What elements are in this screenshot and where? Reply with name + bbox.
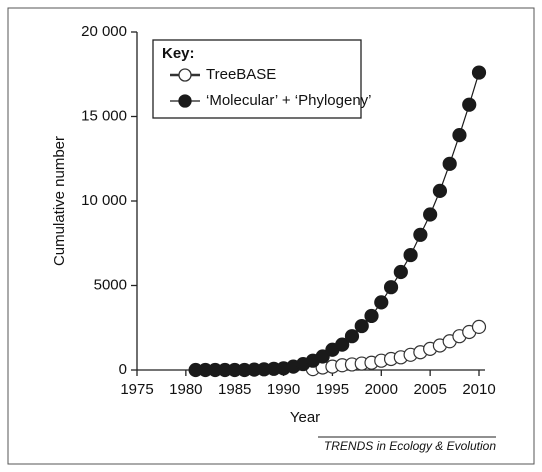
- y-tick-label: 10 000: [81, 192, 127, 209]
- legend-label: TreeBASE: [206, 66, 276, 83]
- data-point: [423, 207, 438, 222]
- x-tick-label: 2005: [413, 381, 446, 398]
- legend-title: Key:: [162, 45, 195, 62]
- data-point: [403, 247, 418, 263]
- data-point: [335, 337, 350, 352]
- data-point: [442, 156, 457, 171]
- data-point: [374, 295, 389, 310]
- data-point: [383, 280, 399, 295]
- x-axis-label: Year: [290, 409, 320, 426]
- frame: [7, 7, 535, 465]
- footer: TRENDS in Ecology & Evolution: [324, 439, 496, 453]
- data-point: [315, 349, 330, 364]
- legend-label: ‘Molecular’ + ‘Phylogeny’: [206, 92, 372, 109]
- data-point: [393, 264, 408, 280]
- y-tick-label: 5000: [94, 276, 127, 293]
- y-tick-label: 15 000: [81, 107, 127, 124]
- x-tick-label: 2010: [462, 381, 495, 398]
- data-point: [452, 127, 467, 143]
- data-point: [354, 318, 369, 334]
- legend-marker: [178, 68, 192, 82]
- x-tick-label: 1985: [218, 381, 251, 398]
- x-tick-label: 1995: [316, 381, 349, 398]
- y-tick-label: 0: [119, 361, 127, 378]
- data-point: [413, 227, 428, 242]
- y-axis-label: Cumulative number: [51, 136, 68, 266]
- data-point: [462, 97, 477, 112]
- legend-marker: [178, 94, 192, 108]
- y-tick-label: 20 000: [81, 23, 127, 40]
- data-point: [364, 308, 379, 324]
- data-point: [471, 319, 487, 335]
- data-point: [432, 183, 448, 198]
- x-tick-label: 1975: [120, 381, 153, 398]
- x-tick-label: 2000: [365, 381, 398, 398]
- x-tick-label: 1990: [267, 381, 300, 398]
- data-point: [471, 65, 487, 80]
- data-point: [344, 329, 360, 344]
- x-tick-label: 1980: [169, 381, 202, 398]
